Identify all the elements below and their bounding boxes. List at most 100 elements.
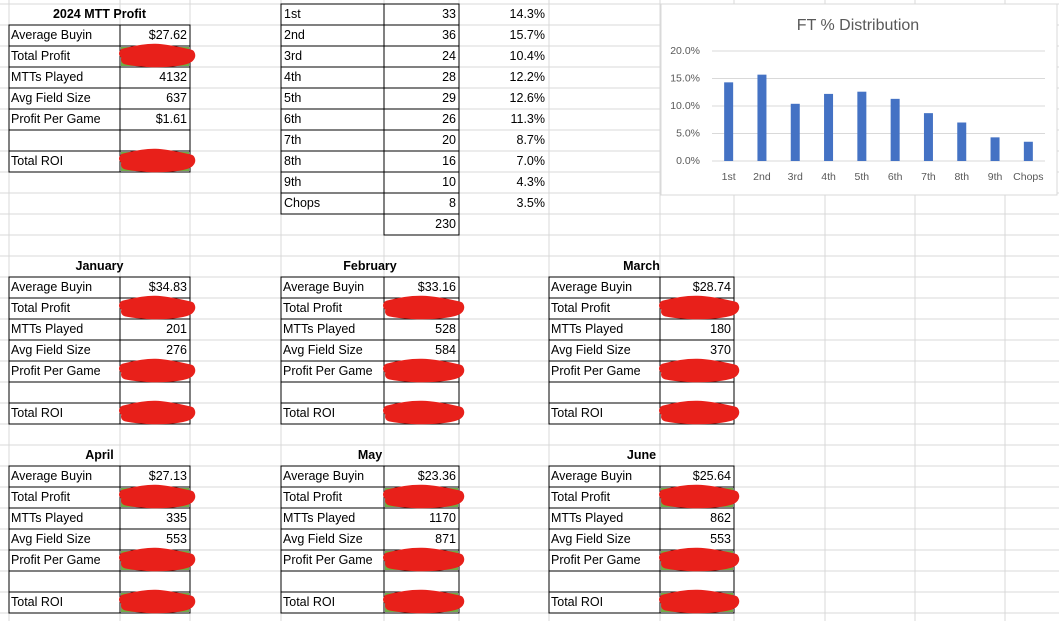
cell <box>8 570 121 593</box>
row-label: Average Buyin <box>551 280 632 294</box>
row-label: Total ROI <box>551 595 603 609</box>
row-label: MTTs Played <box>11 511 83 525</box>
redaction <box>119 484 195 509</box>
row-label: Average Buyin <box>551 469 632 483</box>
x-tick-label: 9th <box>988 171 1003 183</box>
row-label: Profit Per Game <box>283 553 373 567</box>
row-label: Profit Per Game <box>11 364 101 378</box>
redaction <box>383 547 464 572</box>
row-label: MTTs Played <box>283 511 355 525</box>
row-label: Avg Field Size <box>551 532 631 546</box>
redaction <box>383 484 464 509</box>
row-value: 553 <box>166 532 187 546</box>
x-tick-label: 5th <box>855 171 870 183</box>
y-tick-label: 0.0% <box>676 155 700 167</box>
redaction <box>383 358 464 383</box>
place: 5th <box>284 91 301 105</box>
bar <box>957 122 967 161</box>
row-label: MTTs Played <box>11 322 83 336</box>
row-value: $1.61 <box>156 112 187 126</box>
redaction <box>119 589 195 614</box>
percent: 7.0% <box>517 154 546 168</box>
percent: 12.2% <box>510 70 545 84</box>
percent: 14.3% <box>510 7 545 21</box>
row-label: MTTs Played <box>551 511 623 525</box>
row-label: Total Profit <box>551 490 611 504</box>
x-tick-label: 7th <box>921 171 936 183</box>
redaction <box>119 547 195 572</box>
x-tick-label: Chops <box>1013 171 1043 183</box>
percent: 3.5% <box>517 196 546 210</box>
count: 20 <box>442 133 456 147</box>
row-value: $25.64 <box>693 469 731 483</box>
redaction <box>119 148 195 173</box>
bar <box>790 103 800 161</box>
place: 3rd <box>284 49 302 63</box>
y-tick-label: 15.0% <box>670 72 700 84</box>
bar <box>923 113 933 161</box>
row-label: Average Buyin <box>283 469 364 483</box>
place: 1st <box>284 7 301 21</box>
bar <box>890 98 900 161</box>
row-label: Avg Field Size <box>11 343 91 357</box>
redaction <box>383 295 464 320</box>
row-label: Total Profit <box>11 490 71 504</box>
row-value: $34.83 <box>149 280 187 294</box>
place: 6th <box>284 112 301 126</box>
cell <box>119 381 191 404</box>
place: 8th <box>284 154 301 168</box>
block-title: March <box>623 259 660 273</box>
row-label: Average Buyin <box>11 280 92 294</box>
y-tick-label: 20.0% <box>670 45 700 57</box>
cell <box>383 570 460 593</box>
row-label: Average Buyin <box>11 469 92 483</box>
row-value: 180 <box>710 322 731 336</box>
cell <box>280 381 385 404</box>
count: 24 <box>442 49 456 63</box>
redaction <box>383 400 464 425</box>
bar <box>824 93 834 161</box>
cell <box>548 570 661 593</box>
block-title: April <box>85 448 113 462</box>
block-title: 2024 MTT Profit <box>53 7 147 21</box>
redaction <box>659 400 739 425</box>
row-value: $28.74 <box>693 280 731 294</box>
y-tick-label: 10.0% <box>670 100 700 112</box>
x-tick-label: 1st <box>722 171 736 183</box>
place: 2nd <box>284 28 305 42</box>
row-value: 201 <box>166 322 187 336</box>
row-label: Profit Per Game <box>11 553 101 567</box>
cell <box>8 129 121 152</box>
row-label: Total Profit <box>283 301 343 315</box>
percent: 10.4% <box>510 49 545 63</box>
total: 230 <box>435 217 456 231</box>
row-label: Total ROI <box>11 595 63 609</box>
redaction <box>659 295 739 320</box>
row-label: Total Profit <box>551 301 611 315</box>
cell <box>8 381 121 404</box>
count: 26 <box>442 112 456 126</box>
bar <box>1023 141 1033 161</box>
redaction <box>659 589 739 614</box>
row-value: 276 <box>166 343 187 357</box>
redaction <box>659 547 739 572</box>
row-label: Total ROI <box>283 595 335 609</box>
redaction <box>383 589 464 614</box>
row-label: Profit Per Game <box>551 364 641 378</box>
row-label: Total ROI <box>11 406 63 420</box>
row-label: Avg Field Size <box>551 343 631 357</box>
row-value: $33.16 <box>418 280 456 294</box>
count: 8 <box>449 196 456 210</box>
cell <box>383 381 460 404</box>
chart-title: FT % Distribution <box>797 17 919 34</box>
cell <box>280 570 385 593</box>
row-value: 871 <box>435 532 456 546</box>
percent: 11.3% <box>510 112 545 126</box>
bar <box>857 91 867 161</box>
row-value: $23.36 <box>418 469 456 483</box>
row-value: 528 <box>435 322 456 336</box>
cell <box>383 192 460 215</box>
row-label: Total Profit <box>283 490 343 504</box>
